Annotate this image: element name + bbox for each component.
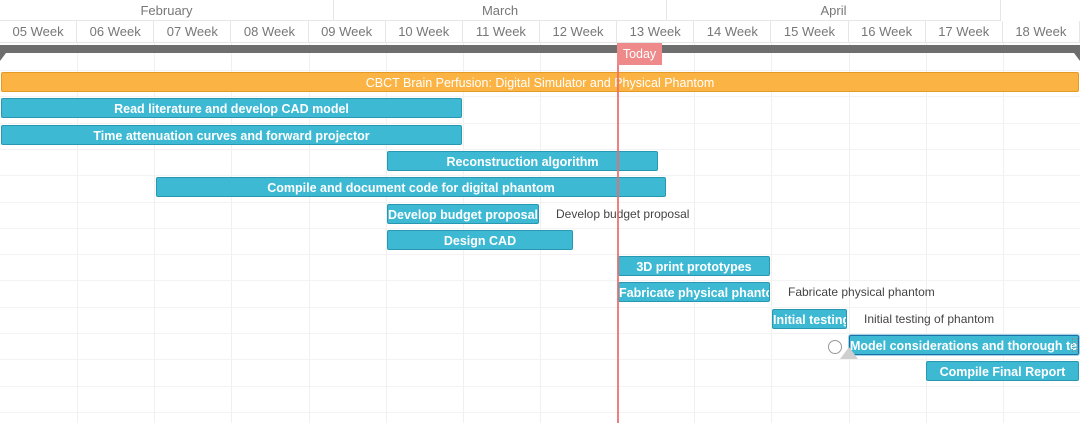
summary-bar xyxy=(0,45,1080,53)
grid-row-line xyxy=(0,333,1080,334)
task-bar[interactable]: Read literature and develop CAD model xyxy=(1,98,462,119)
grid-row-line xyxy=(0,385,1080,387)
grid-column-line xyxy=(231,43,233,423)
resize-grip-icon[interactable] xyxy=(1072,338,1078,352)
grid-column-line xyxy=(77,43,79,423)
task-side-label: Fabricate physical phantom xyxy=(788,285,935,300)
week-header: 16 Week xyxy=(848,21,926,43)
task-bar[interactable]: Compile and document code for digital ph… xyxy=(156,177,666,198)
week-header: 12 Week xyxy=(539,21,618,43)
summary-cap-left xyxy=(0,53,6,61)
grid-row-line xyxy=(0,254,1080,256)
week-header: 09 Week xyxy=(308,21,386,43)
progress-drag-handle-icon[interactable] xyxy=(840,347,858,359)
grid-row-line xyxy=(0,359,1080,361)
week-header: 10 Week xyxy=(385,21,463,43)
week-header: 13 Week xyxy=(617,21,695,43)
month-header-april: April xyxy=(667,0,1001,21)
today-marker-label: Today xyxy=(617,43,662,65)
week-header: 08 Week xyxy=(231,21,309,43)
task-bar[interactable]: Time attenuation curves and forward proj… xyxy=(1,124,462,145)
grid-column-line xyxy=(1002,43,1004,423)
month-header-march: March xyxy=(334,0,667,21)
grid-row-line xyxy=(0,70,1080,71)
task-bar[interactable]: Develop budget proposal xyxy=(387,203,539,224)
task-bar[interactable]: Model considerations and thorough testin… xyxy=(849,335,1079,355)
grid-row-line xyxy=(0,96,1080,98)
week-header: 11 Week xyxy=(462,21,540,43)
project-bar[interactable]: CBCT Brain Perfusion: Digital Simulator … xyxy=(1,72,1079,92)
task-bar[interactable]: Reconstruction algorithm xyxy=(387,150,658,171)
grid-row-line xyxy=(0,201,1080,203)
month-header-february: February xyxy=(0,0,334,21)
grid-row-line xyxy=(0,148,1080,150)
grid-row-line xyxy=(0,227,1080,229)
grid-row-line xyxy=(0,175,1080,177)
grid-row-line xyxy=(0,306,1080,308)
grid-column-line xyxy=(771,43,773,423)
task-side-label: Develop budget proposal xyxy=(556,206,690,221)
week-header: 15 Week xyxy=(771,21,849,43)
task-side-label: Initial testing of phantom xyxy=(864,311,995,326)
task-bar[interactable]: 3D print prototypes xyxy=(618,256,770,277)
task-bar[interactable]: Design CAD xyxy=(387,229,573,250)
week-header: 06 Week xyxy=(77,21,155,43)
grid-column-line xyxy=(385,43,387,423)
grid-row-line xyxy=(0,280,1080,282)
task-bar[interactable]: Compile Final Report xyxy=(926,361,1079,382)
task-bar[interactable]: Fabricate physical phantom xyxy=(618,282,770,303)
grid-column-line xyxy=(925,43,927,423)
summary-cap-right xyxy=(1074,53,1080,61)
grid-column-line xyxy=(308,43,310,423)
grid-row-line xyxy=(0,122,1080,124)
grid-column-line xyxy=(694,43,696,423)
week-header: 17 Week xyxy=(925,21,1003,43)
task-bar[interactable]: Initial testing xyxy=(772,308,847,329)
grid-column-line xyxy=(154,43,156,423)
today-marker-line xyxy=(617,43,619,423)
week-header: 07 Week xyxy=(154,21,232,43)
week-header: 14 Week xyxy=(694,21,772,43)
week-header: 18 Week xyxy=(1002,21,1080,43)
grid-column-line xyxy=(848,43,850,423)
grid-row-line xyxy=(0,411,1080,413)
week-header: 05 Week xyxy=(0,21,78,43)
